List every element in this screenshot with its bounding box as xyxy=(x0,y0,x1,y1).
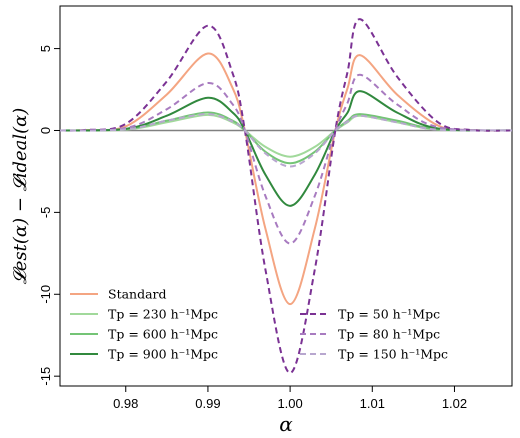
series-line-2 xyxy=(59,113,513,158)
series-line-5 xyxy=(59,18,513,374)
x-axis-ticks: 0.98 0.99 1.00 1.01 1.02 xyxy=(113,386,467,411)
legend-left-label-1: Standard xyxy=(108,287,167,302)
y-tick-label: -10 xyxy=(38,285,53,304)
y-tick-label: -5 xyxy=(38,207,53,219)
series-line-7 xyxy=(59,113,513,168)
legend-right-label-2: Tp = 80 h⁻¹Mpc xyxy=(338,327,440,342)
x-tick-label: 1.00 xyxy=(277,396,302,411)
series-line-3 xyxy=(59,111,513,165)
legend-right-label-1: Tp = 50 h⁻¹Mpc xyxy=(338,307,440,322)
legend-right-label-3: Tp = 150 h⁻¹Mpc xyxy=(338,347,448,362)
x-tick-label: 1.01 xyxy=(360,396,385,411)
series-line-6 xyxy=(59,73,513,245)
series-line-1 xyxy=(59,52,513,306)
y-tick-label: 0 xyxy=(38,127,53,134)
x-tick-label: 0.98 xyxy=(113,396,138,411)
x-axis-label: α xyxy=(279,412,293,436)
series-line-4 xyxy=(59,90,513,207)
y-tick-label: -15 xyxy=(38,367,53,386)
y-axis-label: 𝓛est(α) − 𝓛ideal(α) xyxy=(10,108,31,285)
x-tick-label: 1.02 xyxy=(442,396,467,411)
legend-left-label-3: Tp = 600 h⁻¹Mpc xyxy=(108,327,218,342)
legend-left-label-2: Tp = 230 h⁻¹Mpc xyxy=(108,307,218,322)
series-layer xyxy=(59,18,513,374)
y-tick-label: 5 xyxy=(38,45,53,52)
x-tick-label: 0.99 xyxy=(195,396,220,411)
plot-frame xyxy=(59,5,513,387)
y-axis-ticks: -15 -10 -5 0 5 xyxy=(38,45,60,386)
legend-left-label-4: Tp = 900 h⁻¹Mpc xyxy=(108,347,218,362)
legend: Standard Tp = 230 h⁻¹Mpc Tp = 600 h⁻¹Mpc Tp… xyxy=(70,287,448,362)
